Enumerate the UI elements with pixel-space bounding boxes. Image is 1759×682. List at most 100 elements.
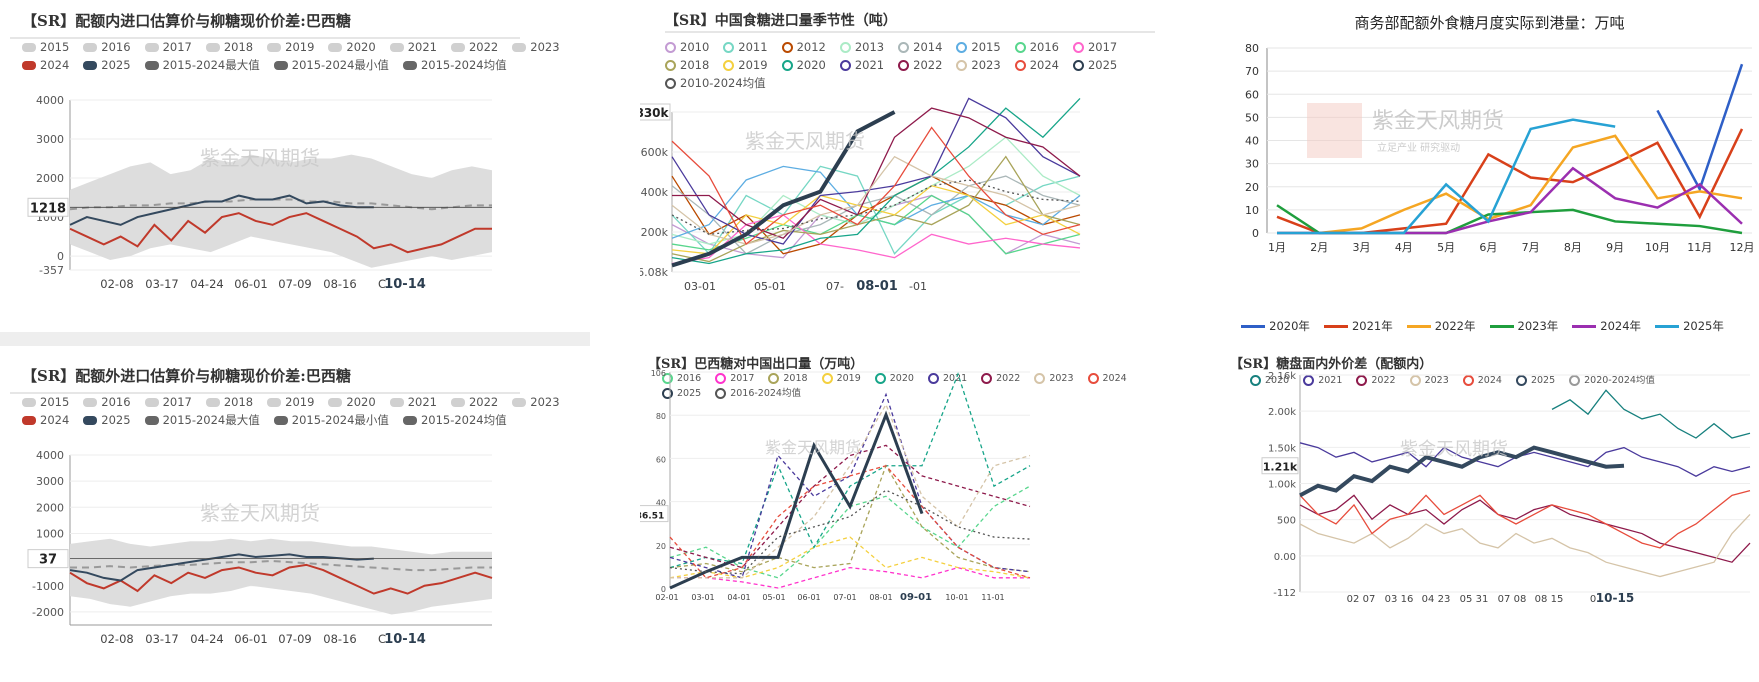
legend-item[interactable]: 2024 bbox=[1087, 371, 1127, 386]
legend-item[interactable]: 2025 bbox=[662, 386, 701, 401]
y-tick-label: 50 bbox=[1245, 111, 1259, 124]
legend-item[interactable]: 2021年 bbox=[1323, 318, 1393, 334]
legend-item[interactable]: 2016 bbox=[83, 393, 131, 411]
series-line-2024 bbox=[671, 126, 1081, 246]
legend-item[interactable]: 2015-2024均值 bbox=[402, 411, 507, 429]
legend-item[interactable]: 2025 bbox=[1072, 56, 1117, 74]
legend-label: 2023 bbox=[1049, 373, 1074, 384]
legend-label: 2010 bbox=[680, 40, 710, 54]
legend-item[interactable]: 2015-2024均值 bbox=[402, 56, 507, 74]
legend-item[interactable]: 2025年 bbox=[1655, 318, 1724, 334]
legend-item[interactable]: 2020 bbox=[781, 56, 826, 74]
legend-item[interactable]: 2020 bbox=[1250, 373, 1289, 388]
legend-item[interactable]: 2013 bbox=[839, 38, 884, 56]
legend-item[interactable]: 2023 bbox=[1034, 371, 1074, 386]
legend-item[interactable]: 2021 bbox=[389, 393, 437, 411]
legend-item[interactable]: 2022 bbox=[898, 56, 942, 74]
legend-item[interactable]: 2015-2024最小值 bbox=[273, 56, 389, 74]
legend-item[interactable]: 2022年 bbox=[1406, 318, 1476, 334]
legend-item[interactable]: 2021 bbox=[927, 371, 967, 386]
y-tick-label: 500 bbox=[1277, 516, 1296, 527]
legend-item[interactable]: 2017 bbox=[144, 38, 192, 56]
legend-item[interactable]: 2016 bbox=[1014, 38, 1059, 56]
legend-item[interactable]: 2023 bbox=[512, 393, 560, 411]
legend-item[interactable]: 2024年 bbox=[1572, 318, 1641, 334]
legend-item[interactable]: 2017 bbox=[1072, 38, 1118, 56]
legend-item[interactable]: 2020年 bbox=[1241, 318, 1310, 334]
legend-item[interactable]: 2024 bbox=[22, 56, 69, 74]
legend-item[interactable]: 2019 bbox=[723, 56, 768, 74]
legend-label: 2020 bbox=[346, 40, 376, 54]
legend-item[interactable]: 2023 bbox=[956, 56, 1001, 74]
legend-item[interactable]: 2015 bbox=[956, 38, 1001, 56]
legend-item[interactable]: 2024 bbox=[22, 411, 69, 429]
legend-item[interactable]: 2016 bbox=[662, 371, 701, 386]
x-tick-label: 03-17 bbox=[145, 632, 178, 646]
legend-item[interactable]: 2017 bbox=[144, 393, 192, 411]
legend-item[interactable]: 2014 bbox=[898, 38, 942, 56]
legend-swatch bbox=[981, 373, 993, 384]
legend-item[interactable]: 2020 bbox=[874, 371, 914, 386]
y-tick-label: 60 bbox=[656, 455, 666, 464]
legend-item[interactable]: 2025 bbox=[83, 56, 131, 74]
legend-label: 2025 bbox=[101, 58, 131, 72]
legend-item[interactable]: 2015-2024最大值 bbox=[144, 411, 260, 429]
y-tick-label: 3000 bbox=[36, 133, 64, 146]
legend-item[interactable]: 2012 bbox=[781, 38, 826, 56]
legend-item[interactable]: 2010 bbox=[665, 38, 709, 56]
legend-item[interactable]: 2016 bbox=[83, 38, 131, 56]
legend-label: 2022 bbox=[913, 58, 943, 72]
legend-swatch bbox=[1072, 42, 1084, 53]
legend-item[interactable]: 2023 bbox=[1409, 373, 1449, 388]
legend-item[interactable]: 2010-2024均值 bbox=[665, 74, 766, 92]
legend-item[interactable]: 2018 bbox=[205, 38, 253, 56]
x-tick-label: 07- bbox=[826, 280, 844, 293]
legend-item[interactable]: 2020 bbox=[328, 393, 376, 411]
legend-item[interactable]: 2016-2024均值 bbox=[715, 386, 801, 401]
legend-swatch bbox=[839, 42, 851, 53]
legend-item[interactable]: 2019 bbox=[267, 38, 314, 56]
current-value-label: 1218 bbox=[30, 201, 66, 216]
legend-item[interactable]: 2022 bbox=[981, 371, 1020, 386]
legend-swatch bbox=[22, 416, 36, 425]
legend-label: 2025年 bbox=[1683, 319, 1724, 333]
legend-item[interactable]: 2017 bbox=[715, 371, 754, 386]
legend-label: 2017 bbox=[1087, 40, 1118, 54]
legend-swatch bbox=[512, 43, 527, 52]
legend-label: 2024 bbox=[40, 58, 70, 72]
legend-item[interactable]: 2023 bbox=[512, 38, 560, 56]
legend-label: 2012 bbox=[796, 40, 826, 54]
legend-item[interactable]: 2024 bbox=[1014, 56, 1059, 74]
legend-item[interactable]: 2015-2024最小值 bbox=[273, 411, 389, 429]
legend-item[interactable]: 2023年 bbox=[1489, 318, 1558, 334]
legend-item[interactable]: 2015 bbox=[22, 38, 69, 56]
x-tick-label: 08-01 bbox=[869, 593, 892, 602]
y-tick-label: 600k bbox=[641, 146, 669, 159]
legend-item[interactable]: 2022 bbox=[1356, 373, 1396, 388]
legend-item[interactable]: 2018 bbox=[665, 56, 709, 74]
legend-item[interactable]: 2024 bbox=[1462, 373, 1502, 388]
legend-item[interactable]: 2021 bbox=[1303, 373, 1342, 388]
legend-item[interactable]: 2018 bbox=[768, 371, 808, 386]
legend-item[interactable]: 2018 bbox=[205, 393, 253, 411]
legend-item[interactable]: 2021 bbox=[389, 38, 437, 56]
legend-item[interactable]: 2025 bbox=[1515, 373, 1555, 388]
legend-item[interactable]: 2011 bbox=[723, 38, 768, 56]
legend-item[interactable]: 2019 bbox=[267, 393, 314, 411]
legend-swatch bbox=[144, 398, 159, 407]
legend-item[interactable]: 2020-2024均值 bbox=[1569, 373, 1655, 388]
legend-item[interactable]: 2020 bbox=[328, 38, 376, 56]
legend-item[interactable]: 2025 bbox=[83, 411, 131, 429]
legend-item[interactable]: 2015-2024最大值 bbox=[144, 56, 260, 74]
legend-label: 2015 bbox=[40, 40, 70, 54]
legend-item[interactable]: 2015 bbox=[22, 393, 69, 411]
legend-item[interactable]: 2019 bbox=[821, 371, 861, 386]
legend-label: 2015-2024最小值 bbox=[291, 58, 389, 72]
legend-item[interactable]: 2022 bbox=[450, 38, 499, 56]
legend-item[interactable]: 2022 bbox=[450, 393, 498, 411]
legend-item[interactable]: 2021 bbox=[839, 56, 884, 74]
y-tick-label: 10 bbox=[1245, 204, 1259, 217]
legend-label: 2022 bbox=[468, 40, 499, 54]
watermark: 紫金天风期货 bbox=[1372, 109, 1504, 134]
legend-swatch bbox=[1014, 60, 1026, 71]
